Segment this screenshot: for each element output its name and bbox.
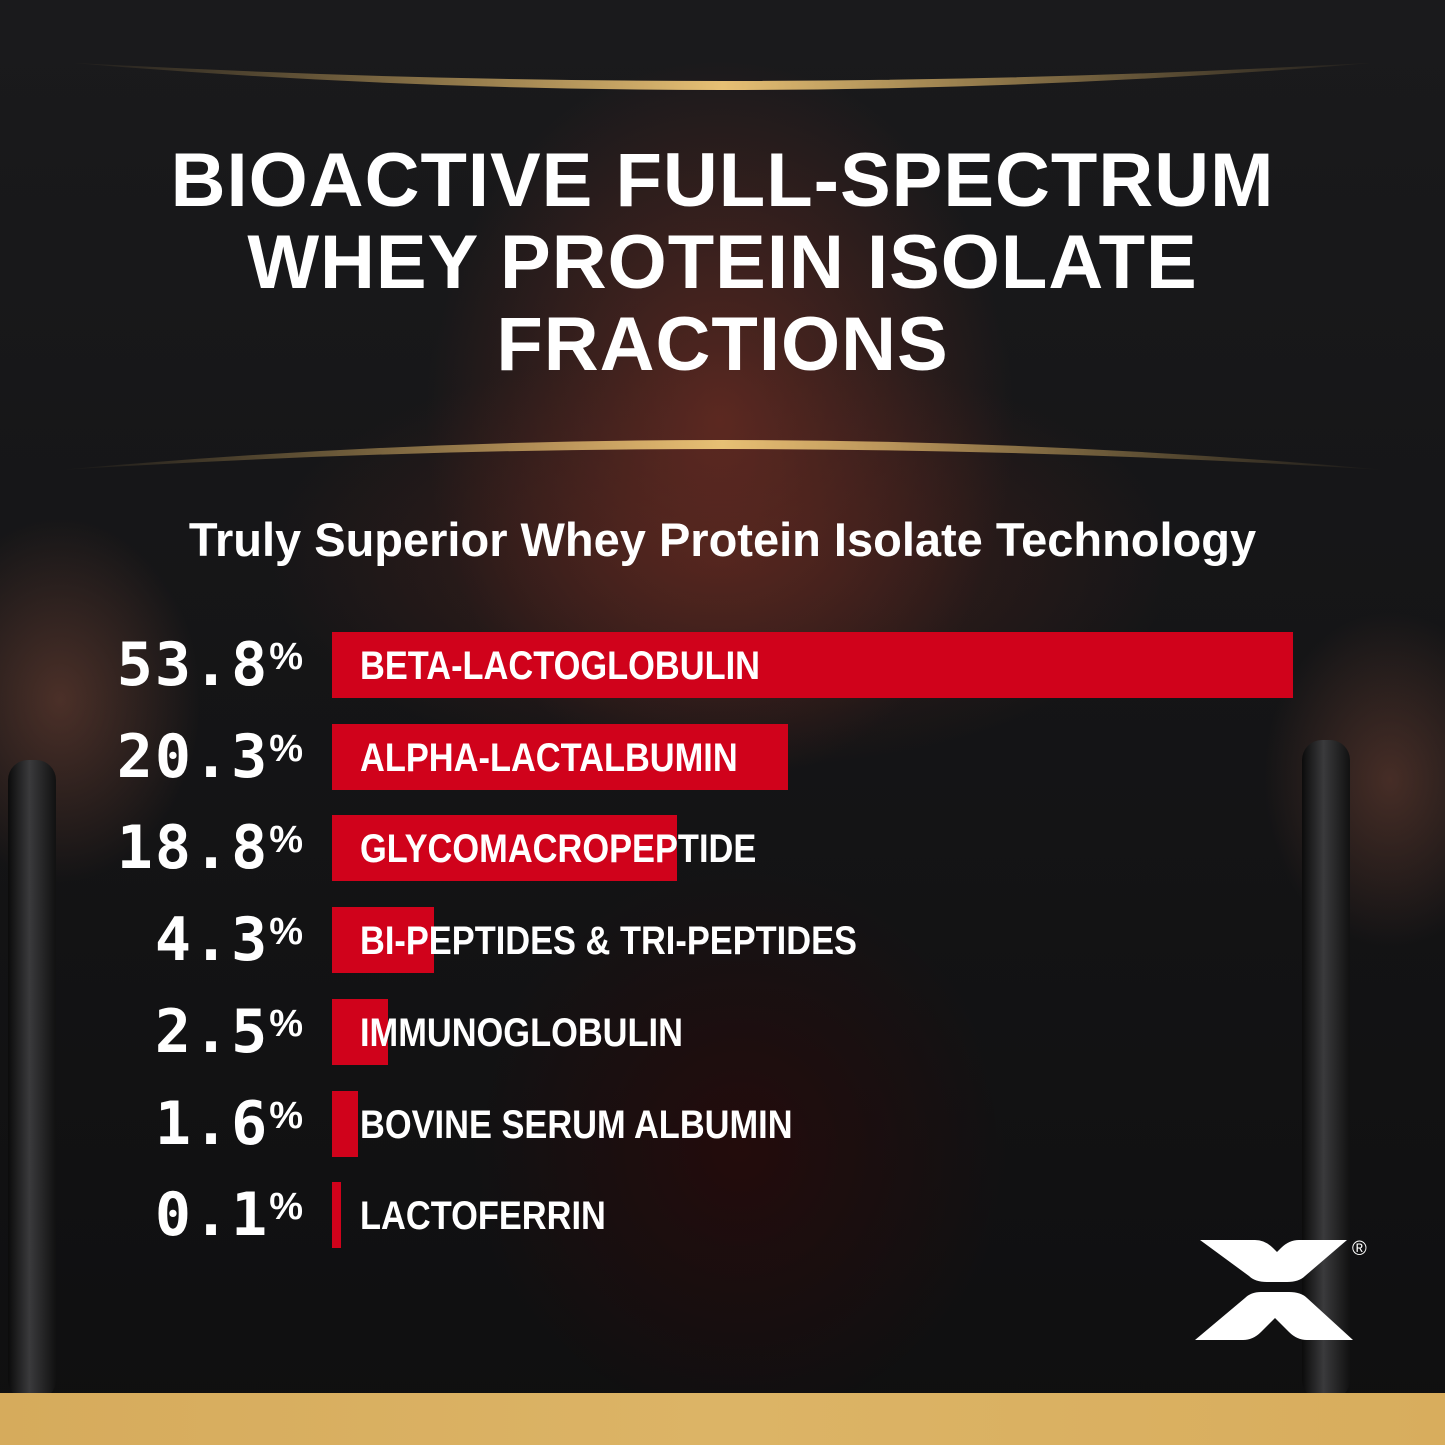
bottom-gold-line (60, 440, 1385, 470)
value-number: 1.6 (154, 1088, 270, 1159)
value-label: 1.6% (155, 1091, 305, 1157)
chart-row: 2.5% IMMUNOGLOBULIN (0, 998, 1445, 1065)
value-label: 53.8% (117, 632, 305, 698)
chart-row: 4.3% BI-PEPTIDES & TRI-PEPTIDES (0, 907, 1445, 974)
chart-row: 18.8% GLYCOMACROPEPTIDE (0, 815, 1445, 882)
top-gold-line (60, 62, 1385, 90)
value-number: 20.3 (116, 721, 270, 792)
value-number: 2.5 (154, 996, 270, 1067)
value-number: 53.8 (116, 630, 270, 700)
title-line: BIOACTIVE FULL-SPECTRUM (170, 138, 1275, 223)
chart-row: 0.1% LACTOFERRIN (0, 1182, 1445, 1249)
title-line: WHEY PROTEIN ISOLATE (247, 220, 1198, 305)
value-label: 20.3% (117, 724, 305, 790)
value-unit: % (269, 1002, 305, 1045)
value-unit: % (269, 1186, 305, 1229)
bar (332, 907, 434, 974)
x-brand-logo-icon (1195, 1240, 1353, 1340)
subtitle: Truly Superior Whey Protein Isolate Tech… (188, 513, 1257, 566)
page-title: BIOACTIVE FULL-SPECTRUM WHEY PROTEIN ISO… (0, 140, 1445, 386)
value-number: 0.1 (154, 1180, 270, 1251)
bar (332, 1182, 341, 1249)
category-label: BOVINE SERUM ALBUMIN (360, 1102, 793, 1147)
bar (332, 998, 388, 1065)
title-line: FRACTIONS (496, 302, 949, 387)
category-label: LACTOFERRIN (360, 1194, 606, 1239)
gold-footer-band (0, 1393, 1445, 1445)
value-number: 4.3 (154, 905, 270, 976)
chart-row: 1.6% BOVINE SERUM ALBUMIN (0, 1090, 1445, 1157)
category-label: IMMUNOGLOBULIN (360, 1010, 683, 1055)
bar (332, 1090, 358, 1157)
registered-mark: ® (1352, 1238, 1367, 1260)
category-label: BI-PEPTIDES & TRI-PEPTIDES (360, 919, 857, 964)
value-unit: % (269, 727, 305, 770)
chart-row: 53.8% BETA-LACTOGLOBULIN (0, 632, 1445, 698)
bar (332, 632, 1293, 698)
value-label: 0.1% (155, 1182, 305, 1248)
value-number: 18.8 (116, 813, 270, 884)
category-label: BETA-LACTOGLOBULIN (360, 644, 761, 688)
category-label: ALPHA-LACTALBUMIN (360, 735, 738, 780)
value-unit: % (269, 819, 305, 862)
value-unit: % (269, 911, 305, 954)
category-label: GLYCOMACROPEPTIDE (360, 827, 757, 872)
bar (332, 723, 788, 790)
value-unit: % (269, 1094, 305, 1137)
value-unit: % (269, 636, 305, 678)
value-label: 4.3% (155, 907, 305, 973)
bar (332, 815, 677, 882)
value-label: 2.5% (155, 999, 305, 1065)
left-bar-pole (8, 760, 56, 1400)
chart-row: 20.3% ALPHA-LACTALBUMIN (0, 723, 1445, 790)
right-bar-pole (1302, 740, 1350, 1400)
gold-divider-lines (60, 62, 1385, 470)
value-label: 18.8% (117, 815, 305, 881)
